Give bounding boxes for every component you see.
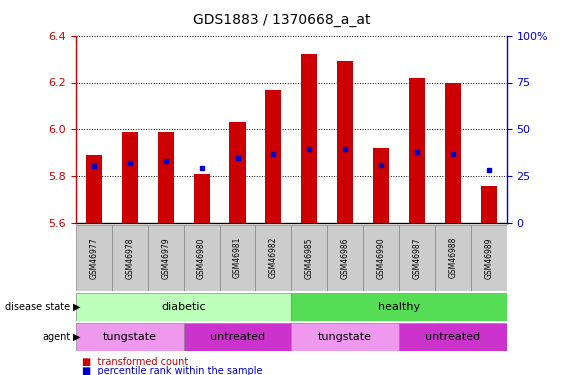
Bar <box>76 322 184 351</box>
Bar <box>158 132 174 223</box>
Bar <box>327 225 363 291</box>
Bar <box>230 122 245 223</box>
Bar <box>471 225 507 291</box>
Bar <box>399 225 435 291</box>
Bar <box>292 322 399 351</box>
Bar <box>112 225 148 291</box>
Bar <box>86 155 102 223</box>
Bar <box>445 82 461 223</box>
Text: untreated: untreated <box>425 332 480 342</box>
Bar <box>148 225 184 291</box>
Text: ▶: ▶ <box>73 302 81 312</box>
Text: GSM46989: GSM46989 <box>484 237 493 279</box>
Text: ■  percentile rank within the sample: ■ percentile rank within the sample <box>82 366 262 375</box>
Bar <box>76 225 112 291</box>
Text: untreated: untreated <box>210 332 265 342</box>
Text: GSM46977: GSM46977 <box>90 237 99 279</box>
Bar <box>363 225 399 291</box>
Bar <box>481 186 497 223</box>
Bar <box>256 225 292 291</box>
Bar <box>292 292 507 321</box>
Text: GSM46978: GSM46978 <box>126 237 135 279</box>
Text: diabetic: diabetic <box>162 302 206 312</box>
Text: agent: agent <box>42 332 70 342</box>
Bar <box>409 78 425 223</box>
Bar <box>184 225 220 291</box>
Bar <box>373 148 389 223</box>
Text: GSM46988: GSM46988 <box>448 237 457 279</box>
Text: GDS1883 / 1370668_a_at: GDS1883 / 1370668_a_at <box>193 13 370 27</box>
Bar <box>292 225 327 291</box>
Bar <box>301 54 318 223</box>
Bar <box>122 132 138 223</box>
Bar <box>337 62 353 223</box>
Text: GSM46980: GSM46980 <box>197 237 206 279</box>
Bar <box>265 90 282 223</box>
Text: ▶: ▶ <box>73 332 81 342</box>
Bar <box>194 174 209 223</box>
Text: GSM46985: GSM46985 <box>305 237 314 279</box>
Bar <box>399 322 507 351</box>
Text: disease state: disease state <box>5 302 70 312</box>
Text: tungstate: tungstate <box>103 332 157 342</box>
Text: healthy: healthy <box>378 302 420 312</box>
Text: GSM46987: GSM46987 <box>413 237 422 279</box>
Text: GSM46981: GSM46981 <box>233 237 242 279</box>
Text: GSM46979: GSM46979 <box>161 237 170 279</box>
Text: GSM46990: GSM46990 <box>377 237 386 279</box>
Text: ■  transformed count: ■ transformed count <box>82 357 188 367</box>
Bar <box>184 322 292 351</box>
Text: GSM46986: GSM46986 <box>341 237 350 279</box>
Bar <box>220 225 256 291</box>
Bar <box>76 292 292 321</box>
Text: GSM46982: GSM46982 <box>269 237 278 279</box>
Text: tungstate: tungstate <box>318 332 372 342</box>
Bar <box>435 225 471 291</box>
